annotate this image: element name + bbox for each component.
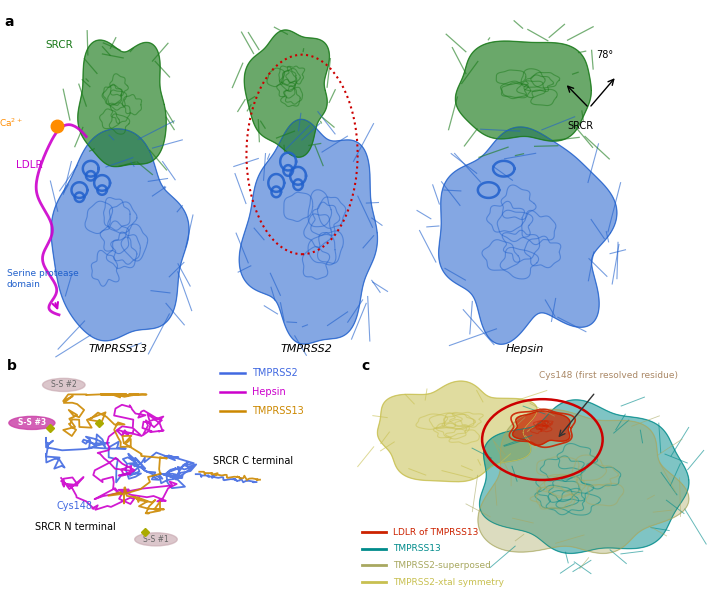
Text: SRCR: SRCR: [45, 40, 73, 50]
Text: TMPRSS2: TMPRSS2: [280, 344, 332, 354]
Text: S-S #2: S-S #2: [51, 380, 77, 390]
Text: LDLR of TMPRSS13: LDLR of TMPRSS13: [393, 527, 479, 537]
Text: SRCR N terminal: SRCR N terminal: [35, 523, 116, 532]
Text: TMPRSS13: TMPRSS13: [89, 344, 147, 354]
Text: Ca$^{2+}$: Ca$^{2+}$: [0, 116, 23, 128]
Polygon shape: [78, 40, 166, 167]
Text: TMPRSS2-superposed: TMPRSS2-superposed: [393, 561, 491, 570]
Text: 78°: 78°: [596, 50, 613, 60]
Text: SRCR C terminal: SRCR C terminal: [213, 456, 293, 466]
Ellipse shape: [135, 533, 177, 546]
Text: Cys148 (first resolved residue): Cys148 (first resolved residue): [539, 371, 678, 380]
Ellipse shape: [43, 378, 85, 391]
Polygon shape: [244, 30, 330, 157]
Text: TMPRSS2: TMPRSS2: [252, 368, 298, 378]
Polygon shape: [51, 129, 189, 341]
Polygon shape: [439, 127, 617, 345]
Text: SRCR: SRCR: [567, 122, 593, 131]
Text: Cys148: Cys148: [57, 501, 93, 511]
Polygon shape: [377, 381, 537, 482]
Text: TMPRSS13: TMPRSS13: [393, 544, 441, 554]
Text: TMPRSS13: TMPRSS13: [252, 406, 303, 416]
Text: S-S #1: S-S #1: [143, 535, 169, 544]
Text: S-S #3: S-S #3: [18, 418, 46, 428]
Polygon shape: [513, 411, 570, 446]
Text: Hepsin: Hepsin: [252, 387, 286, 397]
Text: b: b: [7, 359, 17, 373]
Text: c: c: [362, 359, 370, 373]
Text: TMPRSS2-xtal symmetry: TMPRSS2-xtal symmetry: [393, 577, 505, 587]
Ellipse shape: [9, 416, 55, 429]
Text: Serine protease
domain: Serine protease domain: [7, 269, 79, 289]
Text: a: a: [4, 15, 14, 30]
Polygon shape: [455, 41, 591, 141]
Polygon shape: [478, 409, 689, 554]
Polygon shape: [239, 119, 377, 344]
Polygon shape: [479, 400, 689, 554]
Text: LDLR: LDLR: [16, 160, 43, 170]
Text: Hepsin: Hepsin: [506, 344, 545, 354]
